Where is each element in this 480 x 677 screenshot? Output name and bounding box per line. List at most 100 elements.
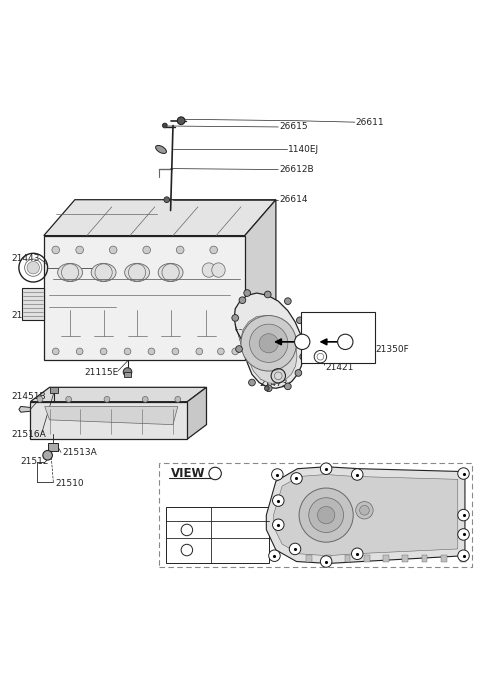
Ellipse shape <box>58 263 83 282</box>
Polygon shape <box>45 406 178 424</box>
Text: 21513A: 21513A <box>62 448 96 457</box>
Circle shape <box>250 324 288 362</box>
Circle shape <box>124 348 131 355</box>
Circle shape <box>27 261 39 274</box>
Bar <box>325 555 331 563</box>
Text: A: A <box>300 337 305 347</box>
Circle shape <box>196 348 203 355</box>
Text: 21443: 21443 <box>11 254 39 263</box>
Bar <box>166 507 269 563</box>
Circle shape <box>317 506 335 524</box>
Text: a: a <box>184 525 189 534</box>
Text: b: b <box>184 546 189 554</box>
Bar <box>364 555 370 563</box>
Circle shape <box>76 246 84 254</box>
Text: 21516A: 21516A <box>11 430 46 439</box>
Circle shape <box>148 348 155 355</box>
Circle shape <box>52 348 59 355</box>
Text: a: a <box>324 466 328 472</box>
Circle shape <box>172 348 179 355</box>
Circle shape <box>291 473 302 484</box>
Polygon shape <box>266 466 465 563</box>
Text: 26614: 26614 <box>279 195 308 204</box>
Circle shape <box>458 550 469 561</box>
Circle shape <box>265 385 272 391</box>
Text: A: A <box>212 469 218 478</box>
Polygon shape <box>274 475 458 556</box>
Text: 26615: 26615 <box>279 123 308 131</box>
Circle shape <box>458 509 469 521</box>
Text: 21421: 21421 <box>325 363 354 372</box>
Circle shape <box>285 298 291 305</box>
Text: a: a <box>324 559 328 565</box>
Polygon shape <box>245 200 276 360</box>
Text: b: b <box>461 512 466 518</box>
Circle shape <box>273 519 284 531</box>
Circle shape <box>123 368 132 376</box>
Ellipse shape <box>125 263 150 282</box>
Text: 21510: 21510 <box>56 479 84 487</box>
Circle shape <box>143 246 151 254</box>
Text: A: A <box>342 337 348 347</box>
Polygon shape <box>30 387 206 401</box>
Text: 21473: 21473 <box>259 380 288 389</box>
Circle shape <box>181 544 192 556</box>
Circle shape <box>297 317 303 324</box>
Circle shape <box>295 370 302 376</box>
Circle shape <box>458 529 469 540</box>
Circle shape <box>244 290 251 297</box>
Circle shape <box>264 386 269 391</box>
Circle shape <box>217 348 224 355</box>
Ellipse shape <box>158 263 183 282</box>
Circle shape <box>321 556 332 567</box>
Text: 1140GD: 1140GD <box>218 525 250 534</box>
Circle shape <box>289 543 301 554</box>
Polygon shape <box>19 406 30 412</box>
Circle shape <box>337 334 353 349</box>
Circle shape <box>351 548 363 559</box>
Circle shape <box>52 246 60 254</box>
Bar <box>345 555 350 563</box>
Circle shape <box>360 506 369 515</box>
Circle shape <box>236 346 242 353</box>
Circle shape <box>269 550 280 561</box>
Circle shape <box>175 397 180 402</box>
Text: 1140EJ: 1140EJ <box>288 145 319 154</box>
Text: b: b <box>276 498 280 504</box>
Polygon shape <box>44 236 245 360</box>
Text: b: b <box>276 522 280 528</box>
Circle shape <box>264 291 271 298</box>
Bar <box>460 555 466 563</box>
Text: 21512: 21512 <box>21 457 49 466</box>
Circle shape <box>164 197 169 202</box>
Circle shape <box>299 488 353 542</box>
Text: a: a <box>461 471 466 477</box>
Polygon shape <box>234 293 303 389</box>
Bar <box>421 555 427 563</box>
Circle shape <box>321 463 332 475</box>
Polygon shape <box>44 200 276 236</box>
Bar <box>22 288 44 320</box>
Bar <box>50 387 58 393</box>
Text: b: b <box>294 475 299 481</box>
Circle shape <box>66 397 72 402</box>
Circle shape <box>177 117 185 125</box>
Polygon shape <box>187 387 206 439</box>
Circle shape <box>209 467 221 480</box>
Text: 21414: 21414 <box>11 311 39 320</box>
Circle shape <box>241 315 297 371</box>
Text: 26612B: 26612B <box>279 165 314 174</box>
Circle shape <box>285 383 291 390</box>
Circle shape <box>272 468 283 480</box>
Circle shape <box>249 379 255 386</box>
Circle shape <box>295 334 310 349</box>
Text: a: a <box>461 552 466 559</box>
Text: b: b <box>293 546 297 552</box>
Ellipse shape <box>91 263 116 282</box>
Circle shape <box>210 246 217 254</box>
Ellipse shape <box>212 263 225 278</box>
Text: b: b <box>355 471 360 477</box>
Polygon shape <box>30 401 187 439</box>
Bar <box>48 443 58 451</box>
Circle shape <box>37 397 43 402</box>
